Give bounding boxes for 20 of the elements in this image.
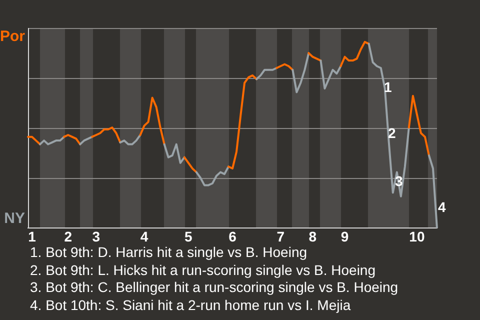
x-tick-label: 8 bbox=[308, 228, 317, 244]
annotation: 2 bbox=[388, 124, 396, 142]
annotation: 1 bbox=[384, 78, 392, 96]
text: 4 bbox=[438, 198, 446, 216]
text: 1. Bot 9th: D. Harris hit a single vs B. Hoeing bbox=[30, 244, 308, 262]
x-tick-label: 4 bbox=[140, 228, 148, 244]
text: 2. Bot 9th: L. Hicks hit a run-scoring single vs B. Hoeing bbox=[30, 262, 376, 279]
x-tick-label: 7 bbox=[276, 228, 285, 244]
text: 4. Bot 10th: S. Siani hit a 2-run home run vs I. Mejia bbox=[30, 296, 352, 314]
x-tick-label: 3 bbox=[92, 228, 100, 244]
text: NY bbox=[4, 210, 25, 228]
annotation: 3 bbox=[395, 172, 403, 190]
text: 3. Bot 9th: C. Bellinger hit a run-scoring single vs B. Hoeing bbox=[30, 279, 398, 296]
text: Por bbox=[0, 28, 26, 46]
x-tick-label: 6 bbox=[228, 228, 237, 244]
x-tick-label: 9 bbox=[340, 228, 349, 244]
x-tick-label: 5 bbox=[184, 228, 192, 244]
x-tick-label: 2 bbox=[64, 228, 72, 244]
x-tick-label: 1 bbox=[28, 228, 36, 244]
x-tick-label: 10 bbox=[409, 228, 425, 244]
